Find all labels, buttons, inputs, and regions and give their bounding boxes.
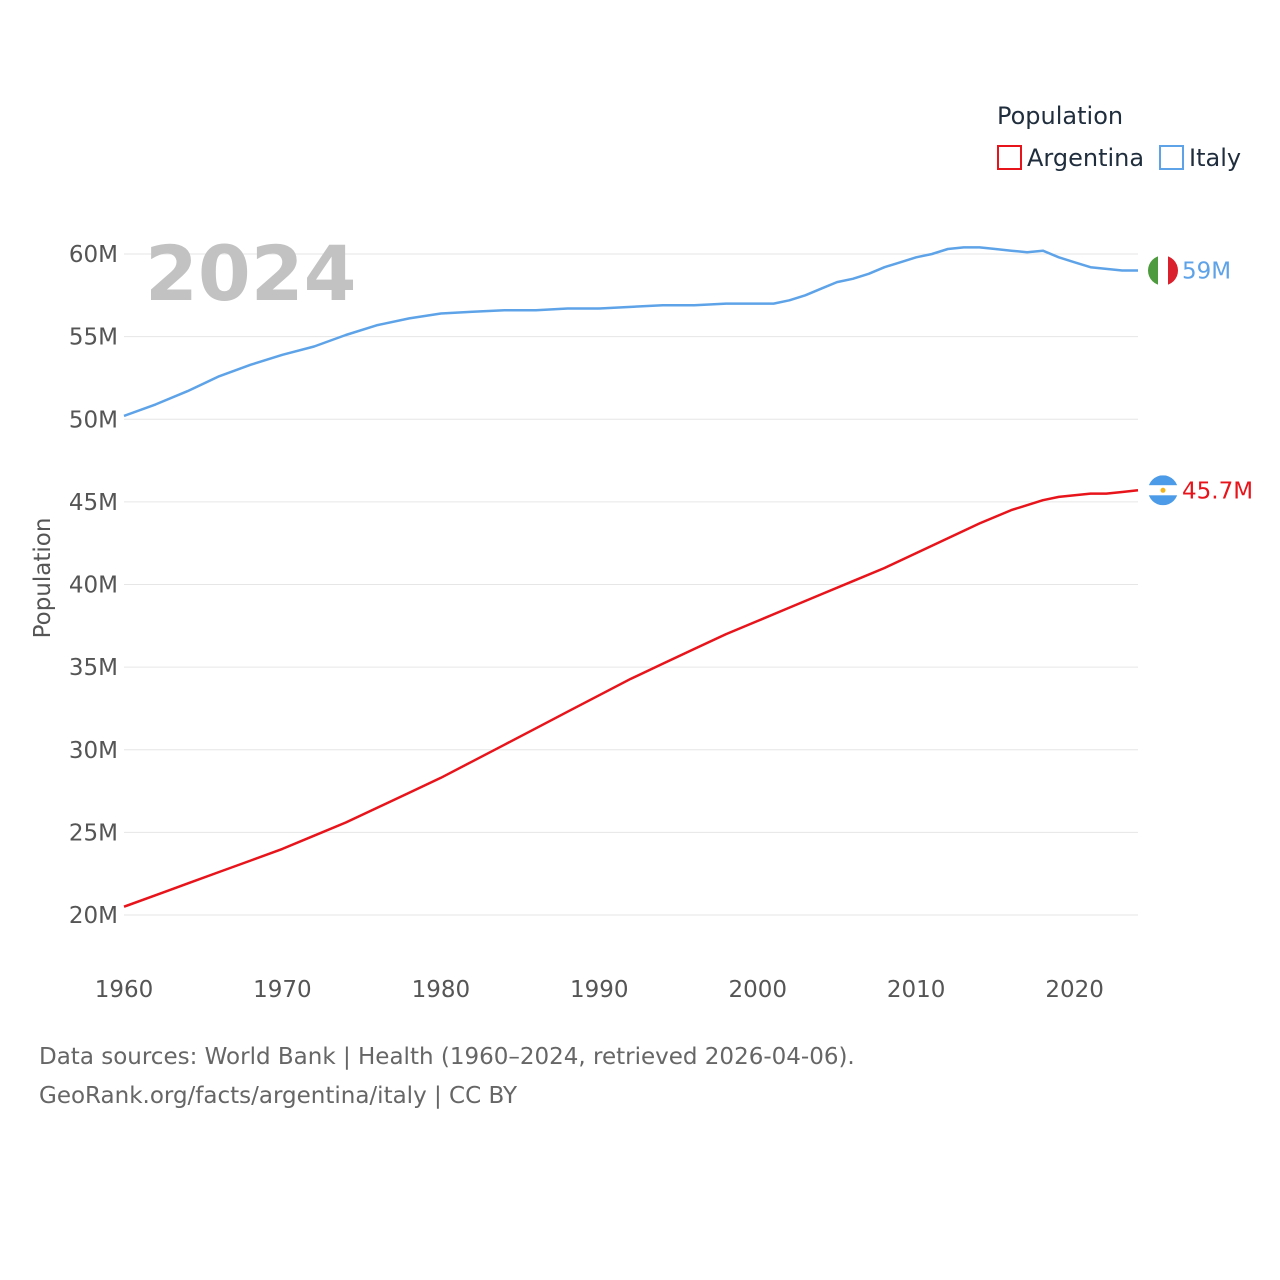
- legend-label-italy: Italy: [1189, 144, 1241, 172]
- x-tick-label: 2000: [728, 977, 787, 1003]
- series-line-argentina: [123, 489, 1139, 908]
- footer-sources: Data sources: World Bank | Health (1960–…: [39, 1044, 855, 1070]
- legend-item-argentina[interactable]: Argentina: [997, 144, 1144, 172]
- x-axis-ticks: 1960 1970 1980 1990 2000 2010 2020: [95, 977, 1104, 1003]
- y-tick-label: 20M: [69, 903, 118, 929]
- italy-flag: [1148, 255, 1178, 286]
- year-badge: 2024: [145, 229, 357, 318]
- series-line-italy: [123, 246, 1138, 418]
- legend-item-italy[interactable]: Italy: [1159, 144, 1241, 172]
- y-tick-label: 25M: [69, 820, 118, 846]
- series-end-markers: 45.7M 59M: [1148, 255, 1253, 506]
- x-tick-label: 2020: [1045, 977, 1104, 1003]
- y-tick-label: 50M: [69, 407, 118, 433]
- x-tick-label: 1960: [95, 977, 154, 1003]
- argentina-flag: [1148, 475, 1178, 506]
- end-label-argentina: 45.7M: [1182, 478, 1253, 504]
- y-axis-label: Population: [30, 518, 56, 639]
- y-tick-label: 30M: [69, 738, 118, 764]
- legend-title: Population: [997, 102, 1123, 130]
- y-tick-label: 60M: [69, 242, 118, 268]
- y-axis-ticks: 20M 25M 30M 35M 40M 45M 50M 55M 60M: [69, 242, 118, 929]
- series-lines: [123, 246, 1139, 908]
- legend-swatch-italy: [1159, 145, 1184, 170]
- x-tick-label: 1990: [570, 977, 629, 1003]
- footer-attribution[interactable]: GeoRank.org/facts/argentina/italy | CC B…: [39, 1083, 518, 1109]
- legend-swatch-argentina: [997, 145, 1022, 170]
- y-tick-label: 45M: [69, 490, 118, 516]
- end-label-italy: 59M: [1182, 259, 1231, 285]
- x-tick-label: 2010: [887, 977, 946, 1003]
- legend-label-argentina: Argentina: [1027, 144, 1144, 172]
- x-tick-label: 1970: [253, 977, 312, 1003]
- legend: Population Argentina Italy: [997, 102, 1241, 172]
- x-tick-label: 1980: [412, 977, 471, 1003]
- y-tick-label: 35M: [69, 655, 118, 681]
- y-tick-label: 55M: [69, 325, 118, 351]
- grid-lines: [124, 253, 1138, 916]
- y-tick-label: 40M: [69, 573, 118, 599]
